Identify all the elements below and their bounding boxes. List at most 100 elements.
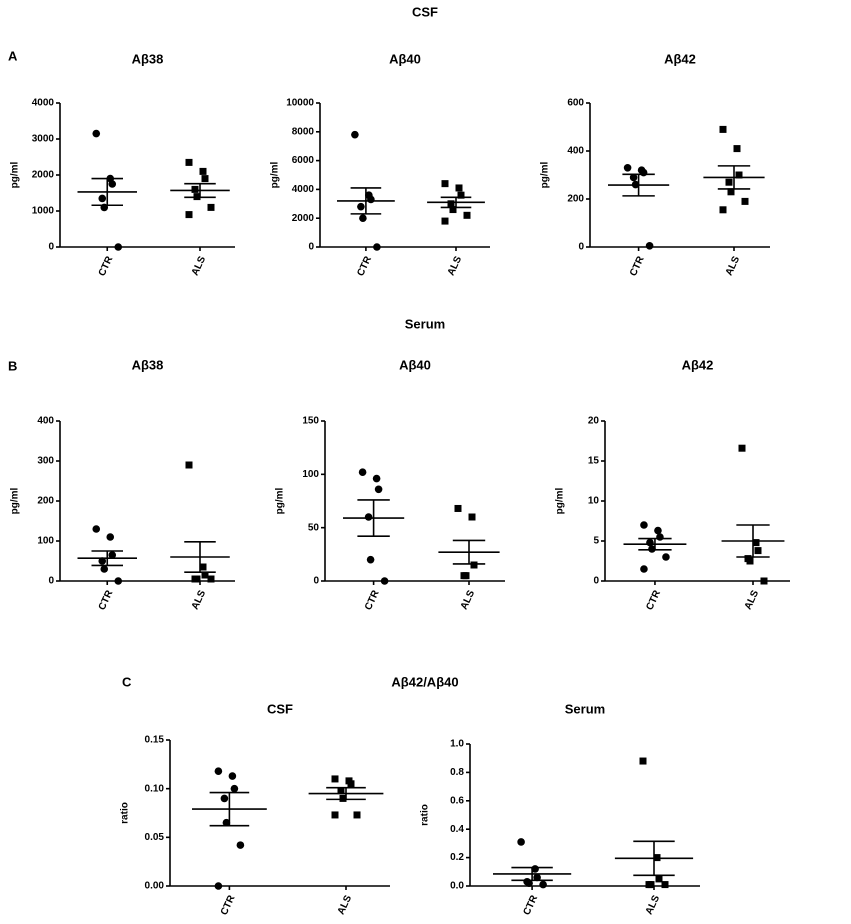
- data-point: [525, 879, 533, 887]
- data-point: [357, 202, 365, 211]
- chart-title: Aβ42: [664, 51, 696, 66]
- data-point: [760, 577, 768, 585]
- y-axis-label: ratio: [420, 804, 431, 826]
- data-point: [353, 811, 361, 819]
- y-tick-label: 0.8: [450, 767, 464, 778]
- data-point: [380, 577, 389, 585]
- x-tick-label: ALS: [446, 254, 465, 277]
- data-point: [339, 794, 347, 802]
- y-tick-label: 0.00: [145, 881, 165, 892]
- data-point: [539, 880, 547, 889]
- y-tick-label: 0: [308, 242, 314, 253]
- x-tick-label: CTR: [363, 588, 382, 612]
- x-tick-label: ALS: [459, 588, 478, 611]
- x-tick-label: CTR: [97, 588, 116, 612]
- data-point: [533, 873, 541, 882]
- y-tick-label: 0.6: [450, 795, 464, 806]
- y-tick-label: 150: [302, 416, 319, 427]
- data-point: [185, 461, 193, 469]
- data-point: [457, 191, 465, 199]
- y-tick-label: 10: [588, 496, 600, 507]
- y-tick-label: 100: [302, 469, 319, 480]
- data-point: [468, 513, 476, 521]
- y-tick-label: 4000: [32, 98, 55, 109]
- data-point: [455, 184, 463, 192]
- data-point: [754, 547, 762, 555]
- y-tick-label: 4000: [292, 184, 315, 195]
- y-axis-label: pg/ml: [555, 487, 566, 514]
- y-tick-label: 200: [567, 194, 584, 205]
- x-tick-label: CTR: [97, 254, 116, 278]
- data-point: [639, 757, 647, 765]
- chart-title: Serum: [565, 701, 605, 716]
- y-tick-label: 0.15: [145, 735, 165, 746]
- data-point: [746, 557, 754, 565]
- y-tick-label: 0: [593, 576, 599, 587]
- x-tick-label: CTR: [355, 254, 374, 278]
- x-tick-label: CTR: [522, 893, 541, 917]
- y-tick-label: 1.0: [450, 739, 464, 750]
- y-tick-label: 400: [37, 416, 54, 427]
- data-point: [655, 875, 663, 883]
- data-point: [373, 243, 381, 251]
- data-point: [351, 130, 359, 139]
- data-point: [741, 197, 749, 205]
- data-point: [214, 882, 223, 890]
- data-point: [725, 178, 733, 186]
- data-point: [201, 175, 209, 183]
- section-title: CSF: [412, 4, 438, 19]
- data-point: [347, 780, 355, 788]
- y-tick-label: 600: [567, 98, 584, 109]
- data-point: [207, 575, 215, 583]
- data-point: [108, 180, 117, 188]
- y-tick-label: 200: [37, 496, 54, 507]
- y-axis-label: ratio: [120, 802, 131, 824]
- data-point: [654, 526, 662, 535]
- y-tick-label: 0: [313, 576, 319, 587]
- x-tick-label: CTR: [644, 588, 663, 612]
- data-point: [656, 533, 664, 541]
- y-tick-label: 2000: [32, 170, 55, 181]
- x-tick-label: ALS: [190, 588, 209, 611]
- panel-label: B: [8, 358, 17, 373]
- data-point: [106, 533, 115, 541]
- y-tick-label: 5: [593, 536, 599, 547]
- y-tick-label: 0.2: [450, 852, 464, 863]
- x-tick-label: ALS: [336, 893, 355, 916]
- y-tick-label: 100: [37, 536, 54, 547]
- y-tick-label: 0.4: [450, 824, 464, 835]
- data-point: [662, 553, 670, 561]
- chart-title: Aβ40: [399, 357, 431, 372]
- y-tick-label: 10000: [286, 98, 314, 109]
- y-axis-label: pg/ml: [270, 161, 281, 188]
- data-point: [629, 173, 638, 182]
- data-point: [374, 485, 383, 494]
- x-tick-label: ALS: [190, 254, 209, 277]
- data-point: [719, 125, 727, 133]
- y-tick-label: 1000: [32, 206, 55, 217]
- data-point: [645, 242, 654, 250]
- data-point: [207, 203, 215, 211]
- data-point: [647, 881, 655, 889]
- data-point: [220, 794, 229, 803]
- y-tick-label: 0.0: [450, 881, 464, 892]
- data-point: [92, 525, 101, 533]
- data-point: [236, 841, 245, 849]
- data-point: [470, 561, 478, 569]
- data-point: [108, 551, 117, 559]
- data-point: [359, 214, 367, 222]
- data-point: [449, 206, 457, 214]
- data-point: [366, 555, 375, 564]
- data-point: [441, 180, 449, 188]
- section-title: Serum: [405, 316, 445, 331]
- data-point: [100, 565, 109, 573]
- data-point: [661, 881, 669, 889]
- y-tick-label: 3000: [32, 134, 55, 145]
- x-tick-label: ALS: [724, 254, 743, 277]
- y-axis-label: pg/ml: [10, 161, 21, 188]
- data-point: [735, 171, 743, 179]
- data-point: [738, 444, 746, 452]
- data-point: [367, 195, 375, 204]
- data-point: [463, 211, 471, 219]
